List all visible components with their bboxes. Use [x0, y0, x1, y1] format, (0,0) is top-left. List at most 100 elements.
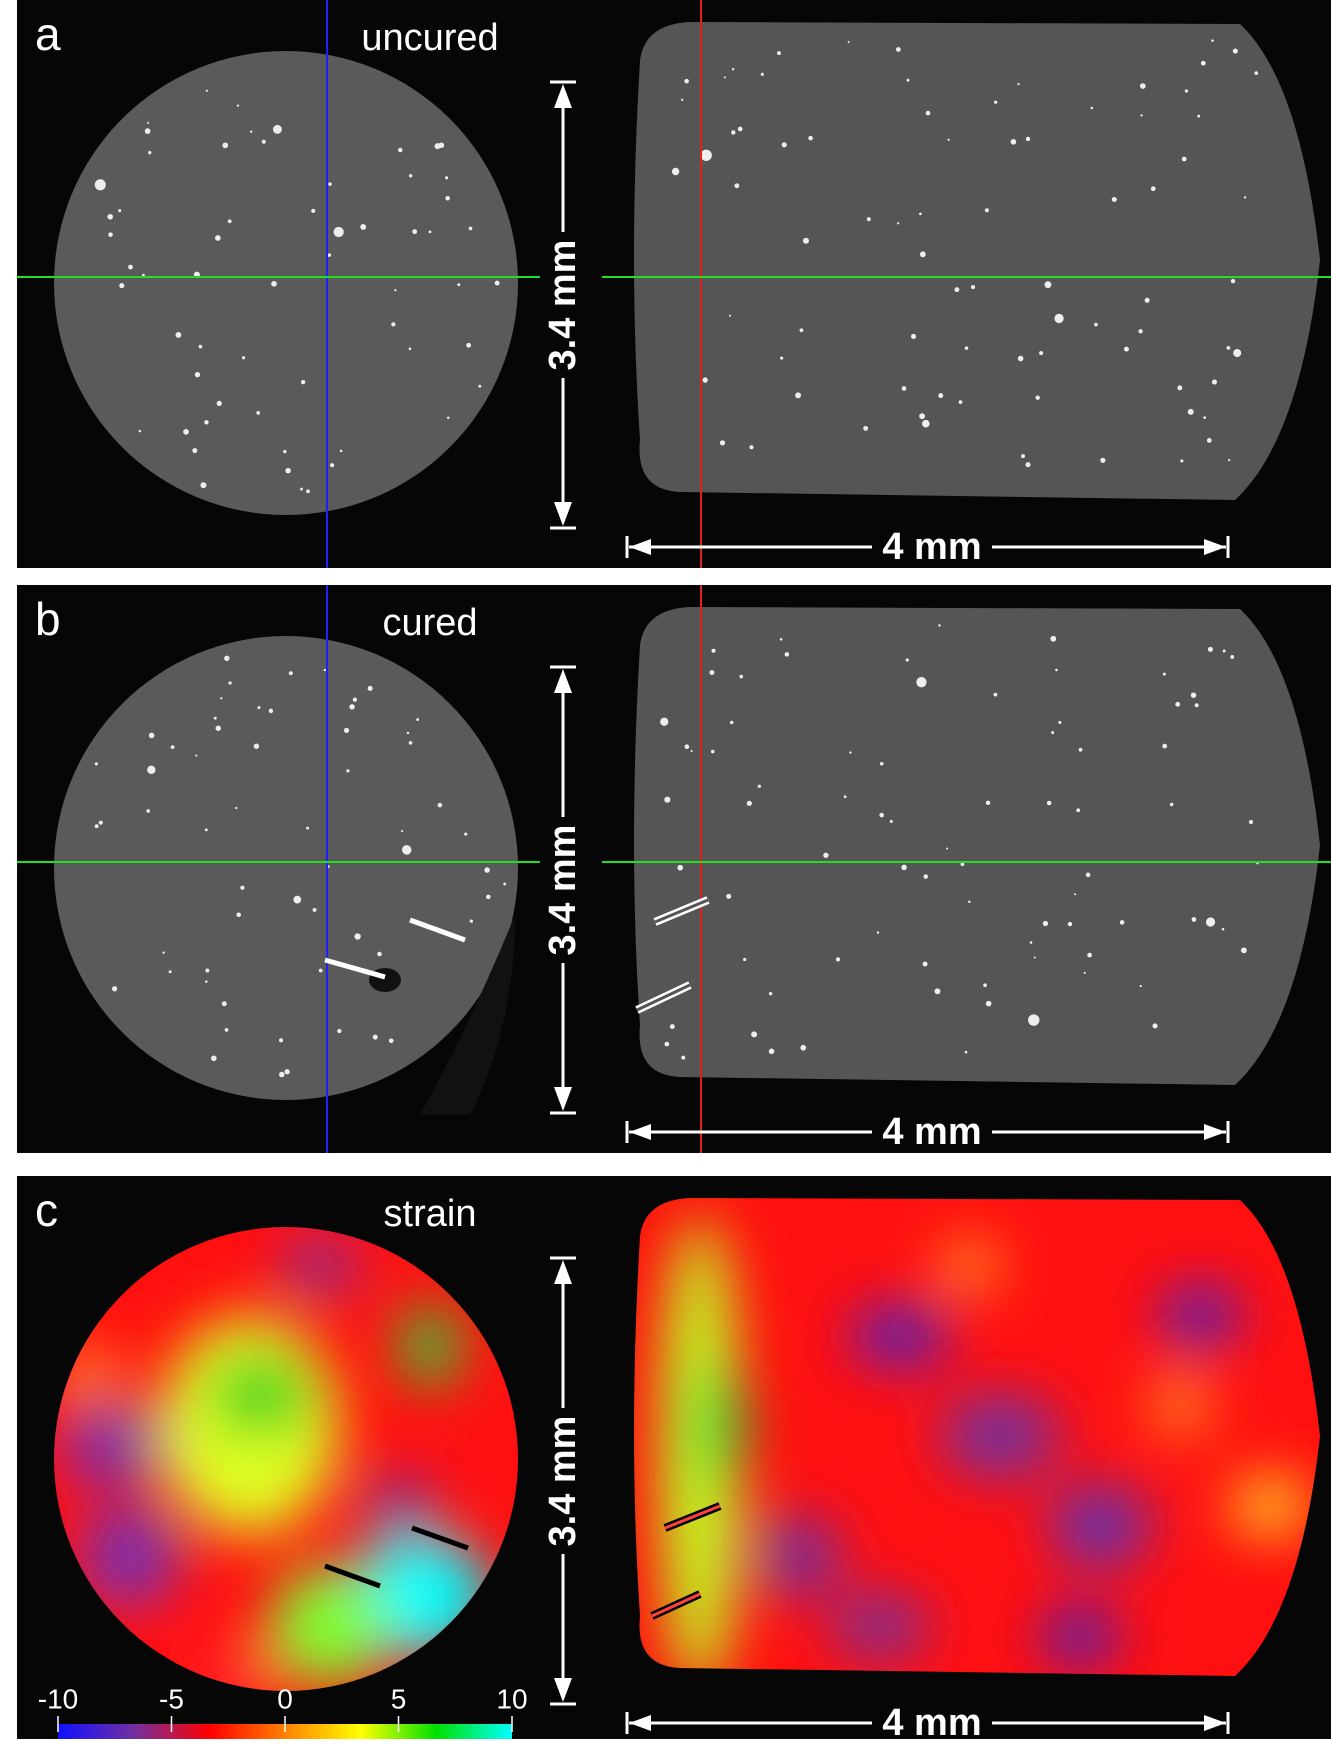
inclusion [1025, 136, 1031, 142]
inclusion [709, 670, 715, 675]
inclusion [799, 328, 804, 333]
inclusion [1226, 346, 1231, 350]
inclusion [901, 386, 907, 391]
inclusion [1025, 462, 1031, 468]
inclusion [1203, 416, 1207, 419]
inclusion [1190, 692, 1197, 698]
inclusion [464, 832, 468, 836]
inclusion [349, 704, 355, 710]
inclusion [1205, 917, 1216, 927]
inclusion [1243, 196, 1247, 199]
panel-title: uncured [361, 17, 498, 59]
colorbar-tick-label: -5 [159, 1683, 184, 1714]
inclusion [947, 138, 950, 141]
inclusion [408, 741, 413, 745]
inclusion [306, 489, 310, 494]
inclusion [222, 142, 229, 149]
inclusion [311, 208, 316, 213]
inclusion [879, 812, 884, 818]
inclusion [911, 333, 917, 340]
inclusion [757, 784, 761, 788]
inclusion [1191, 917, 1197, 922]
inclusion [468, 226, 473, 231]
inclusion [1067, 921, 1073, 927]
inclusion [1232, 48, 1238, 54]
inclusion [401, 845, 412, 855]
inclusion [1254, 71, 1259, 75]
cross-section [54, 636, 518, 1100]
inclusion [777, 51, 781, 56]
inclusion [1138, 329, 1143, 334]
strain-blob [940, 1241, 1000, 1291]
inclusion [802, 237, 809, 244]
inclusion [339, 449, 343, 453]
inclusion [204, 420, 209, 425]
strain-blob [270, 1566, 390, 1686]
pointer-arrow-inner [651, 1592, 701, 1618]
inclusion [954, 287, 960, 293]
inclusion [1010, 139, 1017, 145]
pointer-arrow-inner [636, 983, 691, 1012]
inclusion [446, 416, 450, 420]
inclusion [360, 223, 367, 230]
inclusion [352, 697, 358, 702]
inclusion [503, 882, 507, 886]
inclusion [823, 852, 829, 858]
inclusion [919, 251, 926, 258]
inclusion [144, 128, 151, 134]
inclusion [215, 725, 221, 731]
inclusion [925, 110, 931, 116]
inclusion [434, 143, 441, 150]
inclusion [684, 78, 689, 84]
inclusion [272, 124, 282, 134]
inclusion [1017, 355, 1024, 362]
inclusion [700, 149, 712, 161]
inclusion [224, 655, 230, 661]
inclusion [985, 1000, 992, 1007]
inclusion [863, 425, 869, 431]
inclusion [107, 213, 113, 220]
inclusion [843, 795, 847, 799]
inclusion [148, 732, 155, 739]
pointer-arrow [324, 957, 386, 980]
inclusion [922, 961, 928, 967]
inclusion [1211, 39, 1214, 42]
inclusion [1139, 83, 1146, 89]
inclusion [671, 167, 680, 176]
inclusion [876, 931, 880, 934]
strain-map [634, 1198, 1320, 1676]
inclusion [768, 991, 773, 996]
inclusion [469, 919, 473, 923]
inclusion [175, 332, 182, 338]
inclusion [1119, 920, 1125, 925]
strain-blobs [60, 1241, 490, 1691]
inclusion [919, 212, 922, 216]
inclusion [960, 862, 965, 867]
cross-section [54, 51, 518, 515]
inclusion [372, 1034, 378, 1040]
inclusion [985, 800, 991, 806]
inclusion [768, 1048, 775, 1055]
inclusion [746, 800, 752, 806]
inclusion [710, 749, 715, 754]
inclusion [216, 400, 222, 406]
strain-blob [1040, 1611, 1120, 1661]
inclusion [146, 809, 150, 813]
inclusion [905, 658, 909, 662]
inclusion [278, 1038, 284, 1043]
inclusion [938, 624, 941, 627]
strain-blob [1230, 1476, 1310, 1536]
pointer-arrow [324, 1563, 381, 1589]
inclusion [204, 828, 208, 832]
inclusion [343, 727, 350, 733]
strain-blob [210, 1356, 310, 1436]
inclusion [412, 229, 418, 235]
inclusion [1058, 720, 1062, 724]
panel: -10 -5 0 5 10 c strain 3.4 mm 4 mm [17, 1176, 1331, 1744]
inclusion [148, 150, 152, 155]
inclusion [760, 72, 764, 76]
inclusion [367, 685, 373, 691]
pointer-arrow [409, 917, 466, 943]
inclusion [398, 147, 403, 153]
